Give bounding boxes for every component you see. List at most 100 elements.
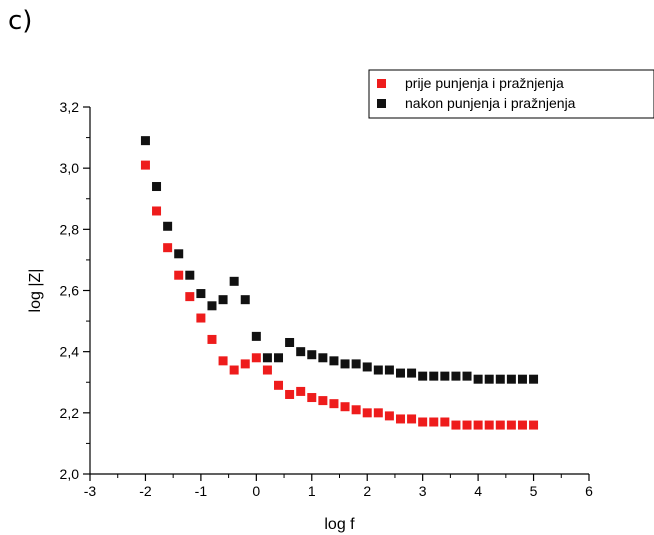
y-tick-label: 2,8 [60, 221, 80, 237]
series-2-point [396, 369, 405, 378]
series-2-point [418, 372, 427, 381]
y-tick-label: 2,2 [60, 405, 80, 421]
series-2-point [207, 301, 216, 310]
series-2-point [174, 249, 183, 258]
legend-marker [377, 99, 386, 108]
y-tick-label: 3,2 [60, 99, 80, 115]
series-1-point [518, 421, 527, 430]
y-tick-label: 2,0 [60, 466, 80, 482]
series-2-point [474, 375, 483, 384]
series-2-point [463, 372, 472, 381]
series-1-point [341, 402, 350, 411]
series-2-point [485, 375, 494, 384]
series-1-point [363, 408, 372, 417]
series-1-point [329, 399, 338, 408]
series-2-point [507, 375, 516, 384]
legend-label: prije punjenja i pražnjenja [405, 75, 564, 91]
series-2-point [185, 271, 194, 280]
legend: prije punjenja i pražnjenja nakon punjenj… [369, 70, 654, 118]
series-2-point [252, 332, 261, 341]
x-tick-label: 4 [474, 483, 482, 499]
series-1-point [252, 353, 261, 362]
series-1-point [385, 411, 394, 420]
y-axis-title: log |Z| [27, 269, 44, 313]
x-tick-label: 1 [308, 483, 316, 499]
x-axis-title: log f [324, 516, 355, 533]
legend-label: nakon punjenja i pražnjenja [405, 95, 576, 111]
series-1-point [285, 390, 294, 399]
series-2-point [219, 295, 228, 304]
x-axis-ticks: -3 -2 -1 0 1 2 3 4 5 6 [84, 474, 593, 499]
series-2-point [429, 372, 438, 381]
series-2-point [529, 375, 538, 384]
series-1-point [296, 387, 305, 396]
series-1-point [230, 366, 239, 375]
series-2-point [451, 372, 460, 381]
series-2-point [230, 277, 239, 286]
x-tick-label: 2 [363, 483, 371, 499]
series-2-point [363, 362, 372, 371]
series-1-point [219, 356, 228, 365]
series-1-point [207, 335, 216, 344]
series-1-point [440, 418, 449, 427]
series-2-point [152, 182, 161, 191]
series-2-point [163, 222, 172, 231]
series-1-point [263, 366, 272, 375]
x-tick-label: -3 [84, 483, 97, 499]
series-1-point [352, 405, 361, 414]
y-axis-ticks: 2,0 2,2 2,4 2,6 2,8 3,0 3,2 [60, 99, 90, 482]
y-tick-label: 3,0 [60, 160, 80, 176]
series-1-point [396, 414, 405, 423]
series-1-point [507, 421, 516, 430]
series-1-point [451, 421, 460, 430]
series-1-point [185, 292, 194, 301]
series-1-point [485, 421, 494, 430]
series-2-point [352, 359, 361, 368]
series-1-point [274, 381, 283, 390]
series-1-point [141, 161, 150, 170]
series-1-point [174, 271, 183, 280]
series-2-point [307, 350, 316, 359]
x-tick-label: 6 [585, 483, 593, 499]
series-2-point [374, 366, 383, 375]
axes [90, 107, 589, 474]
series-2-point [496, 375, 505, 384]
series-2-point [341, 359, 350, 368]
series-1-point [463, 421, 472, 430]
legend-marker [377, 79, 386, 88]
series-1-point [374, 408, 383, 417]
series-2-point [241, 295, 250, 304]
y-tick-label: 2,6 [60, 283, 80, 299]
series-1-point [196, 314, 205, 323]
series-1-point [474, 421, 483, 430]
series-2-point [263, 353, 272, 362]
series-2-point [440, 372, 449, 381]
series-1-point [152, 206, 161, 215]
series-1-point [318, 396, 327, 405]
series-1-point [429, 418, 438, 427]
series-1-point [407, 414, 416, 423]
series-1-point [241, 359, 250, 368]
x-tick-label: 5 [530, 483, 538, 499]
series-2-point [385, 366, 394, 375]
x-tick-label: -1 [195, 483, 208, 499]
series-2-point [318, 353, 327, 362]
series-2-point [274, 353, 283, 362]
x-tick-label: 3 [419, 483, 427, 499]
series-2-point [329, 356, 338, 365]
series-1-point [307, 393, 316, 402]
series-2-point [296, 347, 305, 356]
y-tick-label: 2,4 [60, 344, 80, 360]
series-1-point [418, 418, 427, 427]
series-2-point [407, 369, 416, 378]
x-tick-label: 0 [252, 483, 260, 499]
series-2-point [196, 289, 205, 298]
series-2-point [285, 338, 294, 347]
series-2-point [141, 136, 150, 145]
x-tick-label: -2 [139, 483, 152, 499]
data-markers [141, 136, 538, 429]
series-1-point [496, 421, 505, 430]
series-1-point [163, 243, 172, 252]
series-1-point [529, 421, 538, 430]
